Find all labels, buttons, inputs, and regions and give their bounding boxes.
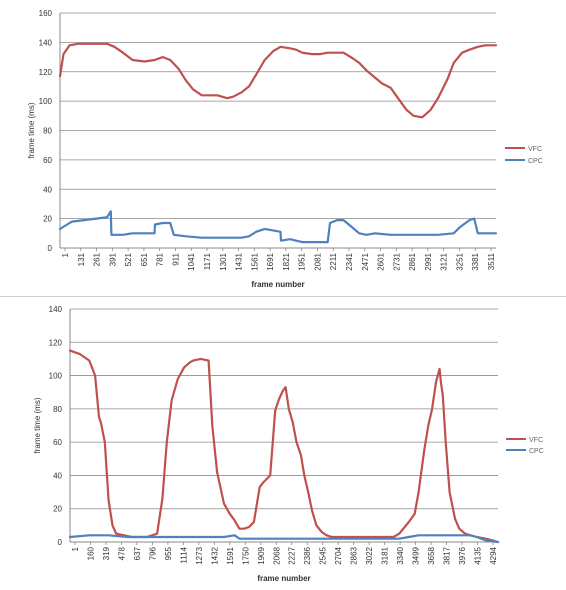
x-tick-label: 1691: [266, 252, 275, 270]
x-tick-label: 796: [148, 546, 157, 560]
x-tick-label: 2704: [334, 546, 343, 564]
x-tick-label: 3181: [381, 546, 390, 564]
y-tick-label: 0: [48, 244, 53, 253]
chart-panel-2: 0 20 40 60 80 100 120 140 1 160 319 478 637 796 955 111…: [0, 297, 566, 590]
chart-2: 0 20 40 60 80 100 120 140 1 160 319 478 637 796 955 111…: [33, 305, 544, 583]
x-tick-label: 2068: [272, 546, 281, 564]
x-axis-label: frame number: [251, 280, 304, 289]
x-tick-label: 2081: [313, 252, 322, 270]
legend-label-vfc: VFC: [528, 146, 542, 153]
y-tick-label: 80: [43, 127, 52, 136]
x-tick-label: 1750: [241, 546, 250, 564]
x-tick-label: 1114: [179, 546, 188, 563]
x-tick-label: 1561: [250, 252, 259, 270]
x-tick-label: 160: [86, 546, 95, 560]
x-tick-label: 2386: [303, 546, 312, 564]
chart-panel-1: 0 20 40 60 80 100 120 140 160 1 131 261 391 521 651 781…: [27, 9, 543, 289]
x-tick-label: 3121: [440, 252, 449, 270]
y-tick-label: 140: [49, 305, 63, 314]
y-tick-label: 60: [53, 438, 62, 447]
x-tick-label: 1591: [226, 546, 235, 564]
x-tick-label: 1301: [219, 252, 228, 270]
y-tick-label: 40: [43, 185, 52, 194]
y-axis-label: frame time (ms): [27, 102, 36, 158]
series-line-cpc: [68, 534, 500, 544]
x-tick-label: 1821: [282, 252, 291, 270]
x-tick-label: 2471: [361, 252, 370, 270]
series-line-vfc: [58, 42, 498, 119]
y-tick-label: 20: [53, 505, 62, 514]
y-tick-label: 120: [49, 338, 63, 347]
x-tick-label: 2545: [319, 546, 328, 564]
x-tick-label: 2991: [424, 252, 433, 270]
x-tick-label: 319: [102, 546, 111, 560]
x-tick-label: 2861: [408, 252, 417, 270]
x-tick-label: 1431: [235, 252, 244, 270]
y-tick-label: 0: [58, 538, 63, 547]
x-tick-label: 3817: [443, 546, 452, 564]
x-tick-label: 1951: [298, 252, 307, 270]
x-tick-label: 911: [171, 252, 180, 265]
x-tick-label: 131: [77, 252, 86, 266]
y-tick-label: 40: [53, 471, 62, 480]
x-tick-label: 4294: [489, 546, 498, 564]
y-axis-label: frame time (ms): [33, 397, 42, 453]
y-tick-label: 60: [43, 156, 52, 165]
y-tick-label: 100: [39, 97, 53, 106]
x-tick-label: 3251: [455, 252, 464, 270]
x-tick-label: 3381: [471, 252, 480, 270]
x-tick-label: 2601: [377, 252, 386, 270]
y-tick-label: 100: [49, 372, 63, 381]
panel-divider: [0, 296, 566, 297]
series-line-vfc: [68, 349, 500, 544]
x-tick-label: 651: [140, 252, 149, 266]
x-tick-label: 3976: [458, 546, 467, 564]
x-tick-label: 261: [93, 252, 102, 266]
x-tick-label: 1041: [187, 252, 196, 270]
y-tick-label: 80: [53, 405, 62, 414]
x-tick-label: 3340: [396, 546, 405, 564]
x-tick-label: 955: [164, 546, 173, 560]
y-tick-label: 120: [39, 68, 53, 77]
x-tick-label: 391: [108, 252, 117, 266]
y-tick-label: 160: [39, 9, 53, 18]
x-tick-label: 2341: [345, 252, 354, 270]
x-tick-label: 2211: [329, 252, 338, 270]
x-tick-label: 3658: [427, 546, 436, 564]
x-tick-label: 1: [71, 546, 80, 551]
y-tick-label: 140: [39, 38, 53, 47]
x-axis-label: frame number: [257, 574, 310, 583]
x-tick-label: 1432: [210, 546, 219, 564]
chart-1: 0 20 40 60 80 100 120 140 160 1 131 261 391 521 651 781…: [27, 9, 543, 289]
x-tick-label: 521: [124, 252, 133, 266]
x-tick-label: 3022: [365, 546, 374, 564]
legend-label-cpc: CPC: [529, 448, 544, 455]
x-tick-label: 1: [61, 252, 70, 257]
x-tick-label: 3511: [487, 252, 496, 270]
y-tick-label: 20: [43, 215, 52, 224]
series-line-cpc: [58, 210, 498, 244]
x-tick-label: 781: [156, 252, 165, 266]
x-tick-label: 1171: [203, 252, 212, 270]
legend-label-vfc: VFC: [529, 437, 543, 444]
x-tick-label: 2863: [350, 546, 359, 564]
x-tick-label: 637: [133, 546, 142, 560]
legend-label-cpc: CPC: [528, 158, 543, 165]
x-tick-label: 478: [117, 546, 126, 560]
x-tick-label: 4135: [474, 546, 483, 564]
x-tick-label: 2227: [288, 546, 297, 564]
x-tick-label: 1273: [195, 546, 204, 564]
x-tick-label: 1909: [257, 546, 266, 564]
x-tick-label: 2731: [392, 252, 401, 270]
x-tick-label: 3499: [412, 546, 421, 564]
